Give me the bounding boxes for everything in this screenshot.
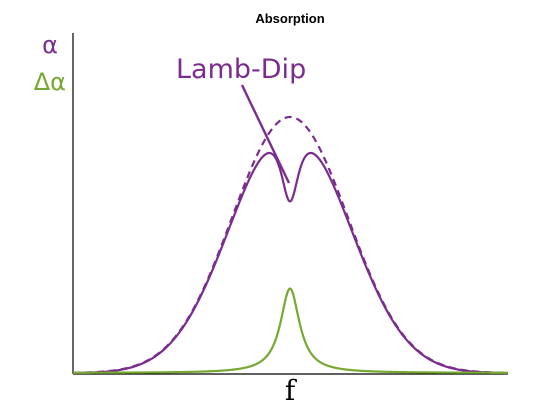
y-label-delta-alpha: Δα (34, 68, 66, 96)
alpha-unsaturated-dashed-curve (72, 115, 509, 374)
delta-alpha-curve (73, 287, 508, 374)
lamb-dip-annotation: Lamb-Dip (176, 54, 306, 85)
chart-title: Absorption (255, 11, 324, 26)
alpha-lamb-dip-curve (72, 151, 509, 375)
lamb-dip-pointer-line (240, 84, 291, 184)
y-label-alpha: α (42, 31, 58, 59)
x-axis-label: f (285, 374, 298, 407)
